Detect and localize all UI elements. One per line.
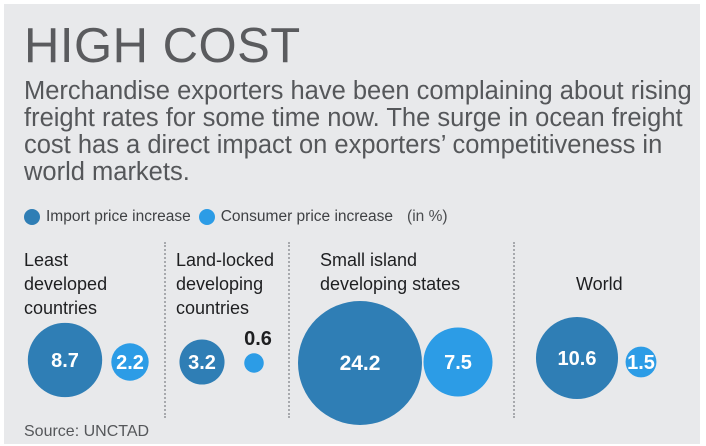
legend-unit: (in %) <box>407 208 448 225</box>
legend-dot-import <box>24 209 40 225</box>
bubble-import-small-island-developing-states <box>298 301 422 425</box>
bubble-consumer-least-developed-countries <box>111 343 149 381</box>
bubble-import-least-developed-countries <box>27 322 103 398</box>
legend: Import price increase Consumer price inc… <box>24 208 448 226</box>
data-label-import-least-developed-countries: 8.7 <box>51 350 79 372</box>
bubble-consumer-small-island-developing-states <box>423 327 493 397</box>
group-label-small-island: Small island developing states <box>320 250 461 294</box>
legend-entry-consumer: Consumer price increase <box>198 208 394 226</box>
bubble-chart: 8.7 2.2 3.2 0.6 24.2 7.5 10.6 1.5 <box>27 301 657 425</box>
data-label-consumer-world: 1.5 <box>627 352 655 374</box>
legend-label-import: Import price increase <box>46 208 191 225</box>
bubble-consumer-land-locked-developing-countries <box>244 353 264 373</box>
group-label-world: World <box>576 274 623 294</box>
data-label-consumer-small-island-developing-states: 7.5 <box>444 352 472 374</box>
group-label-least-developed: Least developed countries <box>24 250 108 318</box>
data-label-consumer-land-locked-developing-countries: 0.6 <box>244 328 272 350</box>
data-label-import-land-locked-developing-countries: 3.2 <box>188 352 216 374</box>
divider-2 <box>288 242 290 418</box>
divider-3 <box>513 242 515 418</box>
legend-dot-consumer <box>198 209 215 225</box>
data-label-import-world: 10.6 <box>558 348 597 370</box>
bubble-import-world <box>535 316 619 400</box>
divider-1 <box>164 242 166 418</box>
data-label-consumer-least-developed-countries: 2.2 <box>116 352 144 374</box>
source-note: Source: UNCTAD <box>24 423 150 440</box>
legend-entry-import: Import price increase <box>24 208 191 226</box>
infographic-panel: HIGH COST Merchandise exporters have bee… <box>4 4 700 444</box>
page-title: HIGH COST <box>24 19 301 73</box>
subtitle: Merchandise exporters have been complain… <box>24 77 692 186</box>
bubble-import-land-locked-developing-countries <box>179 339 225 385</box>
group-label-land-locked: Land-locked developing countries <box>176 250 275 318</box>
data-label-import-small-island-developing-states: 24.2 <box>340 352 381 375</box>
legend-label-consumer: Consumer price increase <box>220 208 394 225</box>
bubble-consumer-world <box>625 346 657 378</box>
